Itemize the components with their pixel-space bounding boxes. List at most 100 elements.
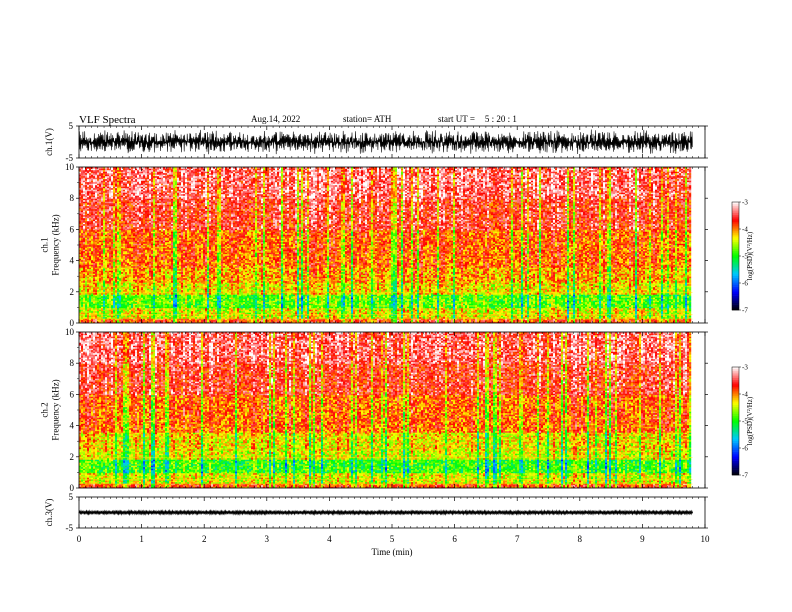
- ch1-spectrogram-cell: [335, 320, 337, 322]
- ch1-spectrogram-cell: [407, 320, 409, 322]
- ch1-spectrogram-cell: [275, 320, 277, 322]
- ch1-spectrogram-cell: [167, 320, 169, 322]
- ch1-spectrogram-cell: [319, 320, 321, 322]
- ch1-spectrogram-cell: [583, 320, 585, 322]
- ch1-spectrogram-cell: [289, 320, 291, 322]
- ch1-ytick-label: 5: [69, 121, 74, 131]
- ch1-spectrogram-cell: [389, 320, 391, 322]
- ch1-spectrogram-cell: [283, 320, 285, 322]
- ch1-spectrogram-cell: [169, 320, 171, 322]
- ch1-spectrogram-cell: [469, 320, 471, 322]
- ch1-spectrogram-cell: [555, 320, 557, 322]
- ch1-spectrogram-cell: [139, 320, 141, 322]
- ch1-spectrogram-cell: [581, 320, 583, 322]
- ch1-spectrogram-cell: [311, 320, 313, 322]
- ch1-spectrogram-cell: [607, 320, 609, 322]
- ch1-spectrogram-cell: [387, 320, 389, 322]
- ch1-spectrogram-cell: [351, 320, 353, 322]
- ch1-spectrogram-cell: [219, 320, 221, 322]
- ch1-spectrogram-cell: [105, 320, 107, 322]
- ch1-spectrogram-cell: [295, 320, 297, 322]
- ch1-spectrogram-cell: [237, 320, 239, 322]
- ch1-spectrogram-cell: [477, 320, 479, 322]
- ch1-spectrogram-cell: [455, 320, 457, 322]
- ch1-spectrogram-cells: [79, 167, 691, 323]
- ch1-spectrogram-cell: [243, 320, 245, 322]
- ch1-spectrogram-cell: [213, 320, 215, 322]
- ch1-spectrogram-cell: [183, 320, 185, 322]
- ch1-spectrogram-cell: [675, 320, 677, 322]
- ch1-spectrogram-cell: [357, 320, 359, 322]
- ch1-spectrogram-cell: [249, 320, 251, 322]
- ch1-spectrogram-cell: [543, 320, 545, 322]
- ch1-spectrogram-cell: [267, 320, 269, 322]
- ch1-spectrogram-cell: [257, 320, 259, 322]
- ch1-spectrogram-cell: [605, 320, 607, 322]
- ch1-spectrogram-cell: [97, 320, 99, 322]
- ch1-spectrogram-cell: [305, 320, 307, 322]
- ch1-spectrogram-cell: [575, 320, 577, 322]
- ch1-spectrogram-cell: [645, 320, 647, 322]
- ch1-spectrogram-cell: [511, 320, 513, 322]
- ch1-spectrogram-cell: [475, 320, 477, 322]
- ch1-spectrogram-cell: [363, 320, 365, 322]
- ch1-spectrogram-cell: [125, 320, 127, 322]
- ch1-spectrogram-cell: [123, 320, 125, 322]
- ch1-waveform-ylabel: ch.1(V): [44, 128, 54, 156]
- ch1-spectrogram-cell: [133, 320, 135, 322]
- ch1-spectrogram-cell: [225, 320, 227, 322]
- ch1-spectrogram-cell: [669, 320, 671, 322]
- ch1-spectrogram-cell: [571, 320, 573, 322]
- ch1-spectrogram-cell: [201, 320, 203, 322]
- ch1-spectrogram-cell: [291, 320, 293, 322]
- ch1-spectrogram-cell: [439, 320, 441, 322]
- ch1-spectrogram-cell: [199, 320, 201, 322]
- ch1-spectrogram-cell: [231, 320, 233, 322]
- ch1-spectrogram-cell: [561, 320, 563, 322]
- ch1-spectrogram-cell: [193, 320, 195, 322]
- ch1-spectrogram-cell: [621, 320, 623, 322]
- ch1-spectrogram-cell: [313, 320, 315, 322]
- ch1-spectrogram-cell: [531, 320, 533, 322]
- ch1-spectrogram-cell: [87, 320, 89, 322]
- ch1-spectrogram-cell: [269, 320, 271, 322]
- ch1-spectrogram-cell: [263, 320, 265, 322]
- ch1-spectrogram-cell: [119, 320, 121, 322]
- ch1-spectrogram-cell: [95, 320, 97, 322]
- ch1-spectrogram-cell: [651, 320, 653, 322]
- ch1-spectrogram-cell: [657, 320, 659, 322]
- ch1-spectrogram-cell: [677, 320, 679, 322]
- ch1-spectrogram-cell: [371, 320, 373, 322]
- ch1-spectrogram-cell: [327, 320, 329, 322]
- ch1-spectrogram-cell: [321, 320, 323, 322]
- ch1-spectrogram-cell: [445, 320, 447, 322]
- ch1-spectrogram-cell: [483, 320, 485, 322]
- ch1-spectrogram-cell: [317, 320, 319, 322]
- ch1-spectrogram-cell: [489, 320, 491, 322]
- ch1-spectrogram-cell: [233, 320, 235, 322]
- ch1-spectrogram-cell: [343, 320, 345, 322]
- ch1-spectrogram-cell: [339, 320, 341, 322]
- ch1-spectrogram-cell: [437, 320, 439, 322]
- ch1-spectrogram-cell: [155, 320, 157, 322]
- ch1-spectrogram-cell: [539, 320, 541, 322]
- ch1-spectrogram-cell: [569, 320, 571, 322]
- ch1-spectrogram-cell: [673, 320, 675, 322]
- ch1-spectrogram-cell: [401, 320, 403, 322]
- ch1-spectrogram-cell: [493, 320, 495, 322]
- ch1-spectrogram-cell: [623, 320, 625, 322]
- ch1-spectrogram-cell: [471, 320, 473, 322]
- ch1-spectrogram-cell: [451, 320, 453, 322]
- ch1-spectrogram-cell: [151, 320, 153, 322]
- ch1-spectrogram-cell: [333, 320, 335, 322]
- ch1-waveform-trace: [79, 130, 693, 155]
- ch1-spectrogram-cell: [589, 320, 591, 322]
- ch1-spectrogram-cell: [671, 320, 673, 322]
- ch1-spectrogram-cell: [637, 320, 639, 322]
- ch1-spectrogram-cell: [157, 320, 159, 322]
- ch1-spectrogram-cell: [457, 320, 459, 322]
- ch1-spectrogram-cell: [81, 320, 83, 322]
- ch1-spectrogram-cell: [413, 320, 415, 322]
- ch1-spectrogram-cell: [107, 320, 109, 322]
- ch1-spectrogram-cell: [419, 320, 421, 322]
